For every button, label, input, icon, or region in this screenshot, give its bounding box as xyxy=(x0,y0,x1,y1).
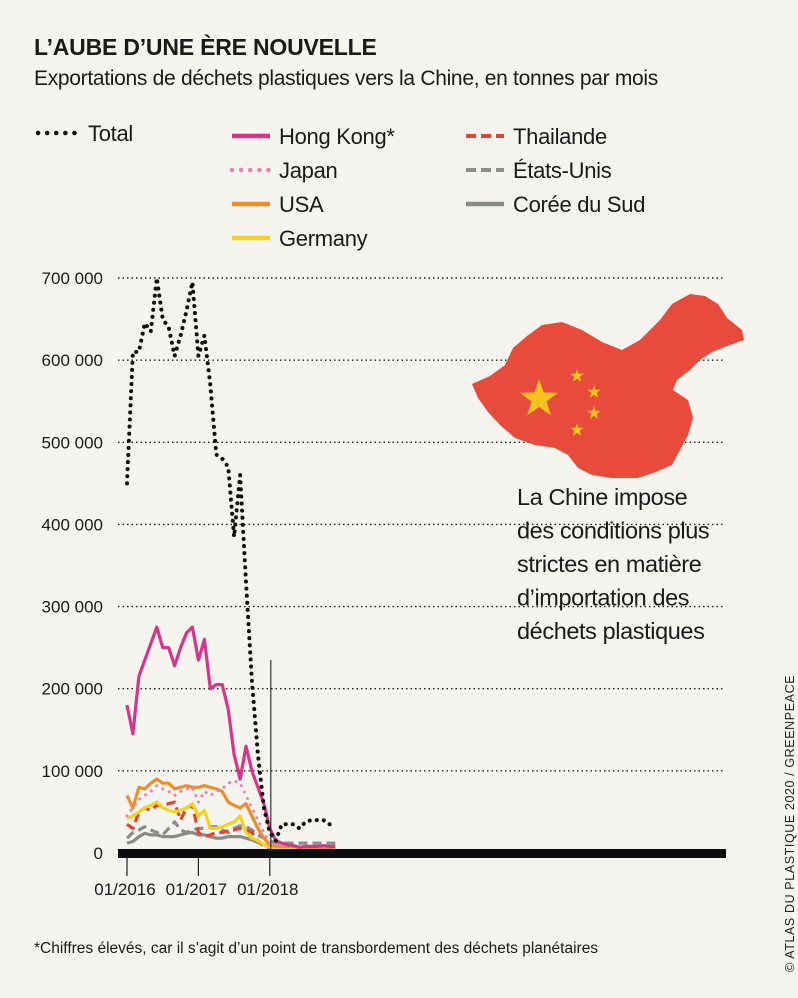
legend-item-hong-kong: Hong Kong* xyxy=(232,124,396,149)
star xyxy=(520,379,558,416)
x-tick-label: 01/2017 xyxy=(166,880,227,899)
y-tick-label: 0 xyxy=(94,844,103,863)
legend-label: USA xyxy=(279,192,324,217)
x-axis xyxy=(118,849,726,876)
legend-label: États-Unis xyxy=(513,158,612,183)
y-tick-label: 200 000 xyxy=(42,680,103,699)
series-etats-unis xyxy=(125,820,336,845)
y-tick-label: 600 000 xyxy=(42,351,103,370)
legend-item-japan: Japan xyxy=(229,158,338,183)
legend-label: Corée du Sud xyxy=(513,192,645,217)
annotation-line-text: des conditions plus xyxy=(517,518,709,544)
china-flag-stars xyxy=(520,369,601,436)
y-tick-label: 700 000 xyxy=(42,269,103,288)
star xyxy=(570,423,584,436)
legend-label: Total xyxy=(88,121,133,146)
annotation-line-text: déchets plastiques xyxy=(517,618,704,644)
legend-label: Thailande xyxy=(513,124,607,149)
page-subtitle: Exportations de déchets plastiques vers … xyxy=(34,67,658,90)
footnote: *Chiffres élevés, car il s’agit d’un poi… xyxy=(34,940,599,957)
page-title: L’AUBE D’UNE ÈRE NOUVELLE xyxy=(34,34,377,60)
x-axis-bar xyxy=(118,849,726,858)
x-tick-label: 01/2018 xyxy=(237,880,298,899)
annotation: La Chine impose des conditions plus strict… xyxy=(270,484,710,849)
star xyxy=(570,369,584,382)
x-tick-label: 01/2016 xyxy=(94,880,155,899)
legend-item-coree-du-sud: Corée du Sud xyxy=(466,192,645,217)
legend-item-germany: Germany xyxy=(232,226,368,251)
series-japan xyxy=(125,779,337,850)
legend-label: Germany xyxy=(279,226,368,251)
y-tick-label: 400 000 xyxy=(42,515,103,534)
y-tick-label: 300 000 xyxy=(42,598,103,617)
annotation-line-text: La Chine impose xyxy=(517,484,688,510)
y-tick-labels: 0 100 000 200 000 300 000 400 000 500 000 600 … xyxy=(42,269,103,863)
series-germany xyxy=(126,800,336,851)
series-lines xyxy=(125,276,338,853)
star xyxy=(587,406,601,419)
legend-item-etats-unis: États-Unis xyxy=(466,158,612,183)
y-tick-label: 500 000 xyxy=(42,433,103,452)
series-total xyxy=(125,276,338,843)
x-tick-labels: 01/2016 01/2017 01/2018 xyxy=(94,880,298,899)
legend-item-thailande: Thailande xyxy=(466,124,607,149)
china-map-shape xyxy=(472,294,744,478)
credit: © ATLAS DU PLASTIQUE 2020 / GREENPEACE xyxy=(783,674,797,972)
star xyxy=(587,385,601,398)
legend-label: Japan xyxy=(279,158,337,183)
legend-label: Hong Kong* xyxy=(279,124,395,149)
series-hong-kong xyxy=(125,625,336,849)
y-tick-label: 100 000 xyxy=(42,762,103,781)
legend: Total Hong Kong* Japan USA Germany Thailande É… xyxy=(35,121,645,251)
legend-item-usa: USA xyxy=(232,192,324,217)
legend-item-total: Total xyxy=(35,121,133,146)
annotation-line-text: d’importation des xyxy=(517,585,689,611)
china-map-icon xyxy=(472,294,744,478)
annotation-line-text: strictes en matière xyxy=(517,551,702,577)
